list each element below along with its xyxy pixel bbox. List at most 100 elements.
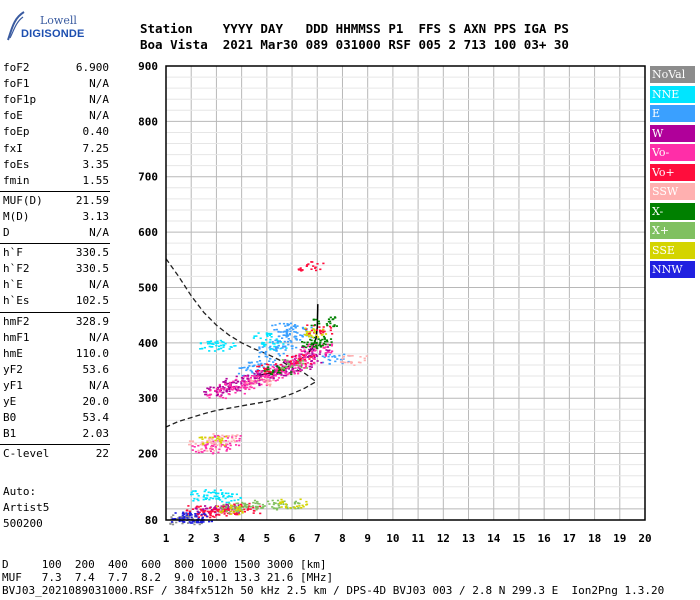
echo-point-ssw [272,379,275,381]
echo-point-x [276,499,280,502]
echo-point-w [266,367,269,369]
echo-point-e [285,328,288,331]
echo-point-w [310,366,313,368]
echo-point-nne [266,333,269,335]
echo-point-e [248,362,251,364]
echo-point-noval [170,516,173,518]
echo-point-vo [248,388,251,391]
echo-point-vo [223,435,226,438]
echo-point-vo [310,356,313,358]
echo-point-ssw [234,435,237,437]
echo-point-nne [204,498,208,500]
echo-point-w [240,383,243,385]
echo-point-x [243,502,247,505]
echo-point-nne [266,335,269,337]
echo-point-nne [273,343,276,345]
profile-dashed-line [165,258,318,428]
echo-point-noval [193,521,197,523]
echo-point-sse [223,444,226,447]
echo-point-x [256,507,259,509]
echo-point-nnw [183,513,186,515]
echo-point-vo [258,365,261,368]
echo-point-x [321,344,324,347]
echo-point-e [286,340,289,343]
echo-point-vo [274,368,277,370]
echo-point-e [282,334,285,336]
echo-point-vo [274,374,277,377]
param-label: h`F2 [3,262,30,276]
echo-point-e [276,346,279,348]
echo-point-vo [235,378,238,381]
echo-point-nne [193,498,196,500]
echo-point-e [334,360,337,363]
echo-point-e [284,349,287,351]
echo-point-x [235,506,238,508]
echo-point-w [295,370,298,372]
x-tick-label: 19 [613,532,626,545]
echo-point-sse [230,510,233,513]
echo-point-x [233,508,236,511]
echo-point-x [310,339,313,342]
echo-point-vo [308,343,311,346]
param-value: 20.0 [82,395,110,408]
echo-point-nne [282,343,285,345]
echo-point-nne [227,501,230,504]
echo-point-sse [313,331,316,334]
echo-point-e [265,350,268,353]
echo-point-ssw [189,440,192,443]
echo-point-vo [281,377,284,379]
echo-point-vo [279,364,282,366]
echo-point-vo [310,329,313,332]
echo-point-vo [194,450,198,453]
echo-point-vo [311,344,314,347]
echo-point-vo [193,446,196,448]
echo-point-x [237,507,240,509]
echo-point-x [305,343,309,346]
echo-point-w [309,368,312,370]
echo-point-x [246,503,249,506]
echo-point-nne [221,500,224,503]
echo-point-nnw [195,515,198,518]
echo-point-vo [216,510,219,512]
echo-point-vo [206,443,209,446]
echo-point-x [272,503,275,506]
echo-point-nne [196,493,199,495]
echo-point-w [290,370,293,372]
echo-point-ssw [249,384,252,386]
echo-point-vo [265,363,268,365]
echo-point-x [313,336,316,339]
y-tick-label: 300 [138,392,158,405]
echo-point-nne [272,342,275,345]
echo-point-ssw [266,380,270,383]
echo-point-e [272,361,275,363]
echo-point-w [220,394,223,396]
echo-point-w [232,381,236,384]
echo-point-sse [298,505,301,507]
echo-point-vo [304,367,307,369]
param-row: hmF1 N/A [3,330,109,345]
echo-point-vo [250,382,253,385]
echo-point-e [323,356,326,359]
echo-point-e [293,325,296,327]
echo-point-x [228,502,231,505]
echo-point-w [223,387,226,389]
echo-point-w [202,508,205,510]
echo-point-noval [198,523,201,526]
echo-point-x [308,345,312,348]
x-tick-label: 20 [638,532,651,545]
echo-point-vo [225,508,228,511]
echo-point-ssw [215,440,218,443]
echo-point-nne [203,494,206,496]
echo-point-w [225,383,228,385]
echo-point-sse [204,436,207,439]
echo-point-nne [217,492,220,495]
echo-point-sse [313,328,316,331]
echo-point-sse [280,506,283,508]
legend-item-nnw: NNW [650,261,695,278]
echo-point-vo [319,268,322,271]
echo-point-x [267,368,270,371]
echo-point-vo [215,387,218,390]
echo-point-ssw [267,383,270,386]
echo-point-e [273,329,276,331]
echo-point-w [249,383,252,385]
